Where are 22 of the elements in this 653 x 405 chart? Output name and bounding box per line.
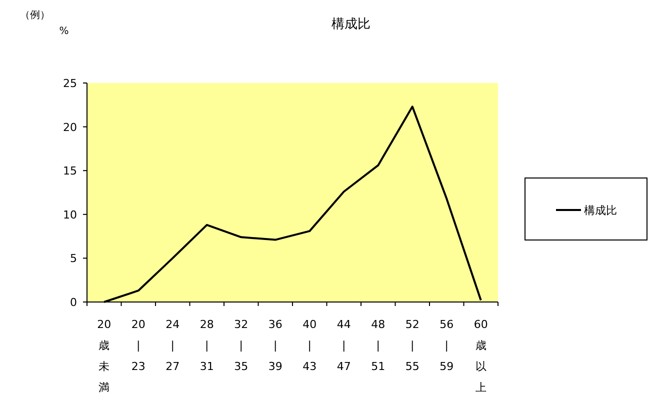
x-tick-label: 20 | 23	[131, 318, 146, 373]
x-tick-label: 40 | 43	[302, 318, 317, 373]
x-tick-label: 44 | 47	[336, 318, 351, 373]
x-tick-label: 48 | 51	[371, 318, 386, 373]
text: （例）	[20, 10, 50, 21]
x-tick-label: 36 | 39	[268, 318, 282, 373]
x-tick-label: 24 | 27	[166, 318, 180, 373]
y-tick-label: 20	[63, 120, 77, 134]
x-tick-label: 28 | 31	[200, 318, 214, 373]
y-axis-title: %	[59, 26, 69, 37]
y-tick-label: 25	[63, 77, 77, 90]
x-tick-label: 56 | 59	[440, 318, 454, 373]
x-tick-label: 32 | 35	[234, 318, 248, 373]
chart-title: 構成比	[332, 17, 370, 32]
x-tick-label: 52 | 55	[405, 318, 420, 373]
y-tick-label: 5	[70, 252, 77, 266]
x-tick-label: 60歳以上	[474, 318, 488, 394]
legend-label: 構成比	[584, 204, 617, 217]
x-tick-label: 20歳未満	[97, 318, 112, 394]
y-tick-label: 10	[63, 208, 77, 222]
y-tick-label: 0	[70, 296, 77, 309]
y-tick-label: 15	[63, 164, 77, 178]
